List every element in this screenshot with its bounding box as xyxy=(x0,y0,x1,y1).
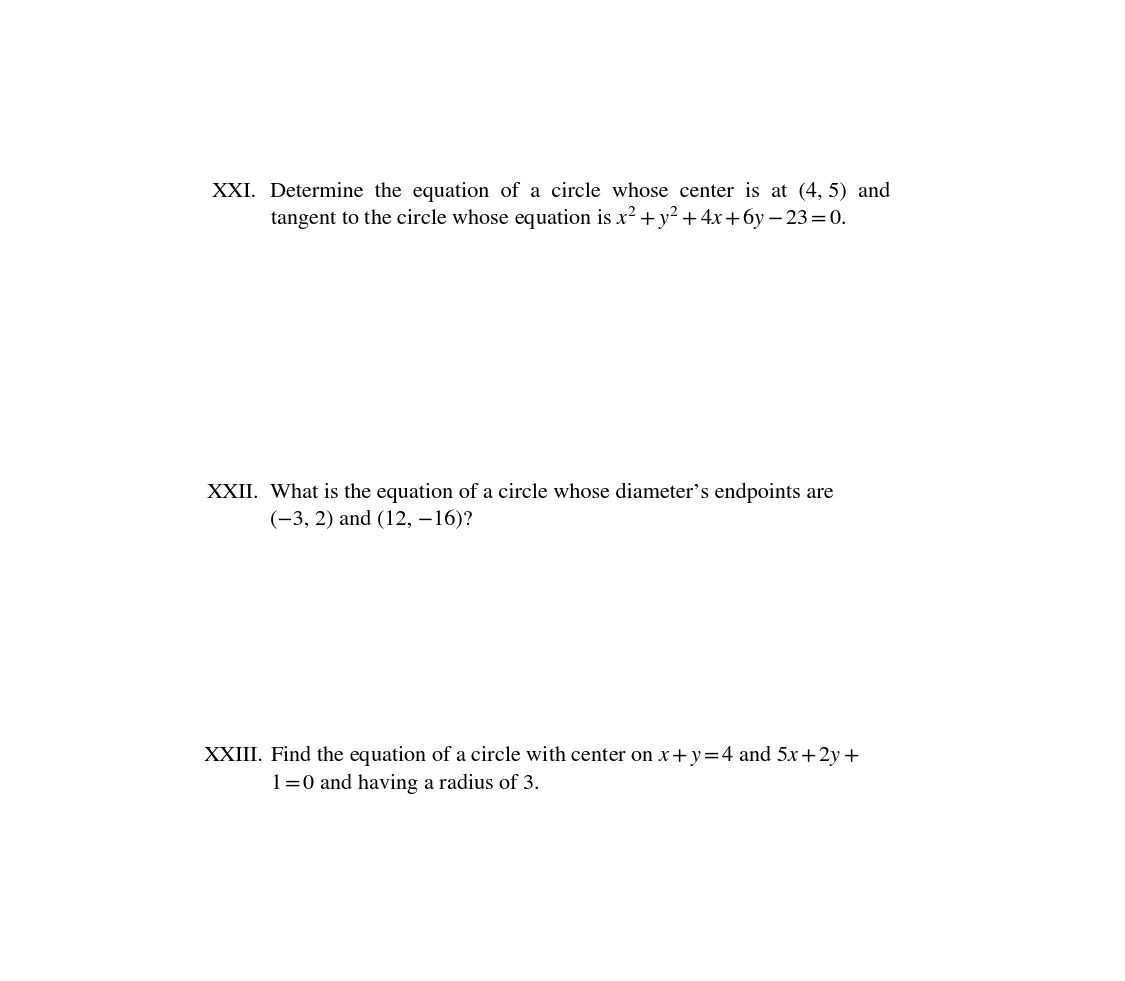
Text: $1 = 0$ and having a radius of 3.: $1 = 0$ and having a radius of 3. xyxy=(270,771,540,797)
Text: Determine  the  equation  of  a  circle  whose  center  is  at  (4, 5)  and: Determine the equation of a circle whose… xyxy=(270,181,890,202)
Text: XXIII.: XXIII. xyxy=(204,747,263,766)
Text: tangent to the circle whose equation is $x^{2}+y^{2}+4x+6y-23=0$.: tangent to the circle whose equation is … xyxy=(270,205,846,232)
Text: What is the equation of a circle whose diameter’s endpoints are: What is the equation of a circle whose d… xyxy=(270,483,834,502)
Text: XXII.: XXII. xyxy=(207,483,260,502)
Text: (−3, 2) and (12, −16)?: (−3, 2) and (12, −16)? xyxy=(270,511,472,531)
Text: XXI.: XXI. xyxy=(213,182,258,202)
Text: Find the equation of a circle with center on $x + y = 4$ and $5x + 2y +$: Find the equation of a circle with cente… xyxy=(270,744,860,768)
